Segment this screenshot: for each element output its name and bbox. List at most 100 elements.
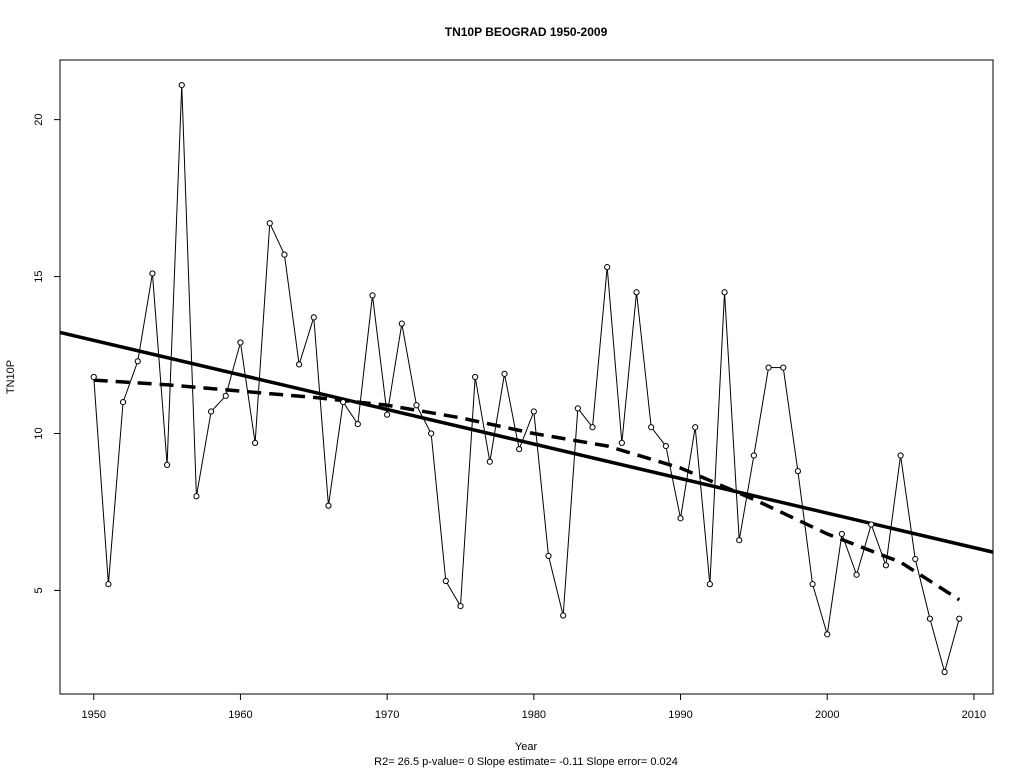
data-point bbox=[193, 493, 200, 500]
data-line-segment bbox=[137, 273, 153, 362]
data-point bbox=[90, 373, 97, 381]
data-point bbox=[765, 364, 772, 371]
smoothed-trend-line bbox=[93, 378, 961, 602]
data-point bbox=[105, 581, 112, 588]
data-line-segment bbox=[283, 254, 300, 365]
data-line-segment bbox=[195, 411, 212, 497]
data-point bbox=[398, 320, 405, 327]
data-point bbox=[633, 289, 640, 296]
data-point bbox=[237, 339, 244, 346]
x-axis-title: Year bbox=[515, 741, 538, 753]
data-point bbox=[838, 530, 846, 538]
data-line-segment bbox=[107, 402, 124, 585]
data-line-segment bbox=[900, 455, 916, 560]
data-line-segment bbox=[724, 292, 740, 541]
data-line-segment bbox=[298, 317, 315, 365]
data-point bbox=[574, 405, 581, 412]
data-point bbox=[354, 420, 361, 428]
data-point bbox=[384, 411, 391, 418]
data-line-segment bbox=[401, 323, 417, 406]
data-line-segment bbox=[489, 373, 505, 462]
data-point bbox=[589, 424, 596, 431]
chart-title: TN10P BEOGRAD 1950-2009 bbox=[445, 25, 608, 39]
data-point bbox=[178, 82, 185, 89]
data-line-segment bbox=[738, 455, 755, 541]
data-point bbox=[897, 452, 904, 459]
data-point bbox=[134, 358, 141, 365]
x-tick-label: 2000 bbox=[815, 709, 839, 721]
data-line-segment bbox=[181, 85, 197, 497]
y-tick-label: 20 bbox=[33, 114, 45, 126]
data-point bbox=[413, 402, 420, 409]
data-series-line bbox=[93, 85, 960, 673]
data-point bbox=[369, 292, 376, 299]
data-line-segment bbox=[841, 533, 858, 575]
smoothed-trend-path bbox=[93, 378, 961, 602]
data-point bbox=[736, 537, 743, 544]
data-point bbox=[222, 392, 229, 399]
linear-trend-segment bbox=[59, 330, 994, 554]
data-point bbox=[501, 370, 508, 377]
data-point bbox=[912, 555, 919, 563]
data-point bbox=[706, 581, 713, 588]
data-line-segment bbox=[709, 292, 726, 585]
data-line-segment bbox=[636, 292, 652, 428]
data-line-segment bbox=[606, 267, 623, 443]
data-line-segment bbox=[592, 267, 608, 428]
data-point bbox=[310, 314, 317, 321]
data-point bbox=[677, 515, 684, 522]
data-point bbox=[516, 446, 523, 453]
x-tick-label: 1950 bbox=[81, 709, 105, 721]
data-line-segment bbox=[665, 445, 682, 519]
data-point bbox=[560, 612, 567, 619]
data-line-segment bbox=[944, 618, 960, 673]
data-point bbox=[486, 458, 493, 465]
data-point bbox=[618, 439, 625, 447]
data-line-segment bbox=[548, 555, 564, 616]
data-line-segment bbox=[518, 411, 535, 450]
data-point bbox=[750, 452, 757, 459]
data-point bbox=[868, 521, 875, 528]
data-point bbox=[809, 581, 816, 588]
data-point bbox=[281, 251, 288, 258]
data-point bbox=[692, 424, 699, 431]
data-line-segment bbox=[269, 222, 285, 255]
y-tick-label: 10 bbox=[33, 427, 45, 439]
data-line-segment bbox=[122, 361, 139, 403]
data-line-segment bbox=[650, 426, 667, 447]
plot-frame bbox=[59, 59, 994, 695]
data-point bbox=[824, 631, 831, 638]
data-line-segment bbox=[151, 273, 168, 465]
data-line-segment bbox=[313, 317, 329, 506]
data-point bbox=[207, 408, 215, 415]
y-axis-title: TN10P bbox=[5, 360, 17, 394]
data-line-segment bbox=[239, 342, 256, 443]
data-point bbox=[662, 442, 669, 450]
data-point bbox=[428, 430, 435, 437]
x-tick-label: 1960 bbox=[228, 709, 252, 721]
data-point bbox=[721, 289, 728, 296]
data-line-segment bbox=[166, 85, 183, 465]
data-series-points bbox=[90, 82, 963, 676]
data-point bbox=[853, 571, 860, 578]
data-line-segment bbox=[753, 367, 770, 456]
data-line-segment bbox=[694, 427, 711, 585]
data-line-segment bbox=[386, 323, 403, 415]
data-line-segment bbox=[812, 584, 828, 635]
data-point bbox=[882, 562, 890, 569]
x-tick-label: 2010 bbox=[962, 709, 986, 721]
data-point bbox=[457, 603, 464, 610]
data-line-segment bbox=[416, 405, 432, 434]
linear-trend-line bbox=[59, 330, 994, 554]
data-line-segment bbox=[870, 524, 887, 566]
data-line-segment bbox=[782, 367, 799, 472]
data-point bbox=[530, 408, 537, 415]
data-line-segment bbox=[357, 295, 373, 425]
data-point bbox=[780, 364, 787, 371]
data-line-segment bbox=[797, 471, 814, 585]
data-line-segment bbox=[562, 408, 579, 616]
data-line-segment bbox=[430, 433, 447, 582]
data-point bbox=[604, 264, 611, 271]
data-point bbox=[252, 439, 259, 447]
data-point bbox=[266, 220, 273, 227]
